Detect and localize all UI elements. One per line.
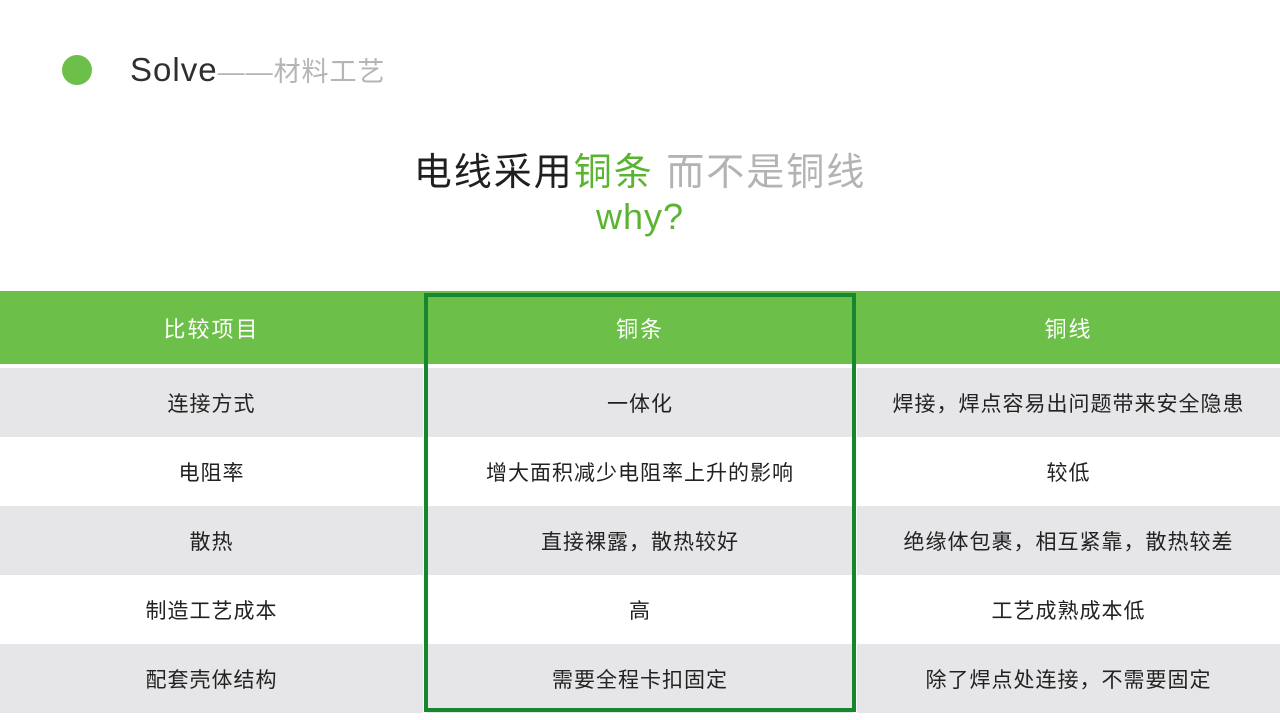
table-row: 连接方式 一体化 焊接，焊点容易出问题带来安全隐患 bbox=[0, 368, 1280, 437]
section-subtitle: ——材料工艺 bbox=[217, 57, 386, 87]
row-label: 电阻率 bbox=[0, 437, 423, 506]
row-label: 连接方式 bbox=[0, 368, 423, 437]
copper-bar-cell: 一体化 bbox=[427, 368, 853, 437]
main-title-black: 电线采用 bbox=[413, 152, 574, 194]
copper-wire-cell: 焊接，焊点容易出问题带来安全隐患 bbox=[857, 368, 1280, 437]
comparison-table: 比较项目 铜条 铜线 连接方式 一体化 焊接，焊点容易出问题带来安全隐患 电阻率… bbox=[0, 291, 1280, 713]
copper-wire-cell: 绝缘体包裹，相互紧靠，散热较差 bbox=[857, 506, 1280, 575]
row-label: 制造工艺成本 bbox=[0, 575, 423, 644]
copper-bar-cell: 直接裸露，散热较好 bbox=[427, 506, 853, 575]
slide-header: Solve ——材料工艺 bbox=[62, 50, 386, 89]
main-title-green: 铜条 bbox=[573, 152, 654, 194]
table-row: 电阻率 增大面积减少电阻率上升的影响 较低 bbox=[0, 437, 1280, 506]
copper-wire-cell: 工艺成熟成本低 bbox=[857, 575, 1280, 644]
copper-bar-cell: 需要全程卡扣固定 bbox=[427, 644, 853, 713]
table-header-row: 比较项目 铜条 铜线 bbox=[0, 291, 1280, 364]
main-title: 电线采用铜条 而不是铜线 bbox=[0, 150, 1280, 196]
table-row: 制造工艺成本 高 工艺成熟成本低 bbox=[0, 575, 1280, 644]
main-title-gray: 而不是铜线 bbox=[653, 152, 867, 194]
copper-bar-cell: 增大面积减少电阻率上升的影响 bbox=[427, 437, 853, 506]
copper-wire-cell: 除了焊点处连接，不需要固定 bbox=[857, 644, 1280, 713]
copper-wire-cell: 较低 bbox=[857, 437, 1280, 506]
header-divider bbox=[0, 364, 1280, 368]
header-cell-copper-wire: 铜线 bbox=[1044, 316, 1093, 342]
copper-bar-cell: 高 bbox=[427, 575, 853, 644]
table-row: 配套壳体结构 需要全程卡扣固定 除了焊点处连接，不需要固定 bbox=[0, 644, 1280, 713]
bullet-dot-icon bbox=[62, 54, 92, 85]
header-cell-copper-bar: 铜条 bbox=[615, 316, 664, 342]
row-label: 散热 bbox=[0, 506, 423, 575]
main-title-why: why? bbox=[595, 196, 685, 237]
header-cell-compare-item: 比较项目 bbox=[163, 316, 260, 342]
table-row: 散热 直接裸露，散热较好 绝缘体包裹，相互紧靠，散热较差 bbox=[0, 506, 1280, 575]
section-title: Solve bbox=[130, 50, 218, 88]
row-label: 配套壳体结构 bbox=[0, 644, 423, 713]
